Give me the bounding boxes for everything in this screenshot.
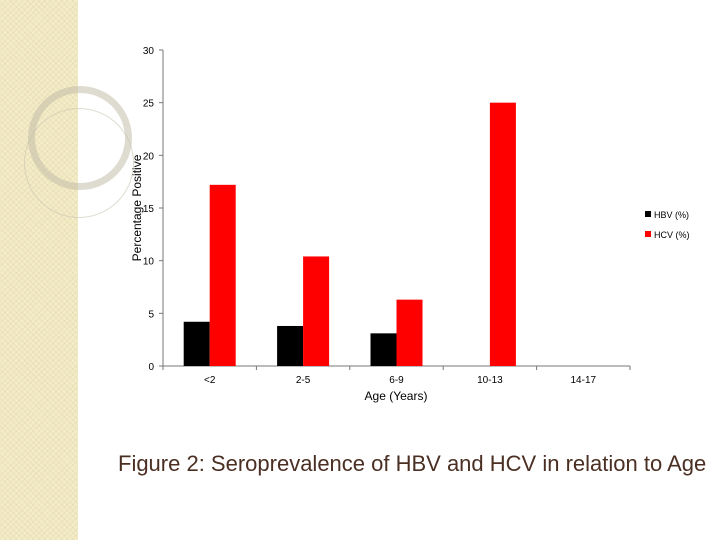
x-tick-label: 6-9 [389,375,404,386]
x-tick-label: 14-17 [571,375,597,386]
x-axis: <2 2-5 6-9 10-13 14-17 [162,365,631,386]
x-tick-label: 2-5 [296,375,311,386]
legend-swatch [645,231,651,237]
legend-label: HCV (%) [654,230,690,240]
y-tick-label: 5 [148,309,154,320]
x-axis-label: Age (Years) [365,389,428,403]
bar-hbv [277,325,304,366]
x-tick-label: <2 [204,375,216,386]
y-tick-label: 25 [143,99,155,110]
y-tick-label: 0 [148,362,154,373]
y-axis-label: Percentage Positive [130,154,144,261]
bar-hcv [303,256,330,366]
x-tick-label: 10-13 [477,375,503,386]
y-axis: 0 5 10 15 20 25 30 [143,46,164,373]
bar-hcv [209,184,236,366]
bars [183,102,516,367]
y-tick-label: 20 [143,151,155,162]
y-tick-label: 10 [143,257,155,268]
legend-swatch [645,211,651,217]
legend-label: HBV (%) [654,210,689,220]
bar-hbv [370,333,397,366]
legend: HBV (%) HCV (%) [645,210,690,240]
figure-caption: Figure 2: Seroprevalence of HBV and HCV … [118,451,707,476]
decorative-ring-outline [24,108,134,218]
bar-hcv [396,299,423,366]
bar-hbv [183,321,210,366]
bar-hcv [489,102,516,367]
y-tick-label: 30 [143,46,155,57]
y-tick-label: 15 [143,204,155,215]
